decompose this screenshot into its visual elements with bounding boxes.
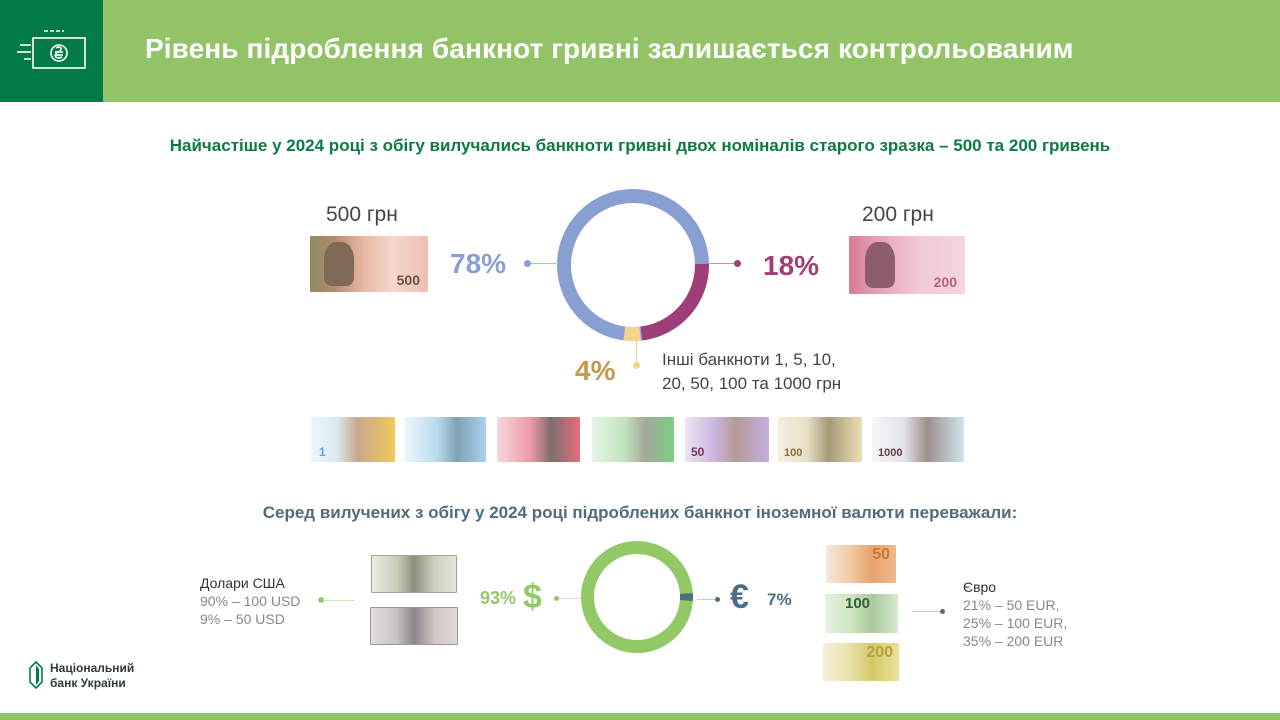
pct-eur: 7% xyxy=(767,590,792,609)
pct-200: 18% xyxy=(763,250,820,281)
label-200-uah: 200 грн xyxy=(862,203,934,226)
dollar-icon: $ xyxy=(523,578,542,616)
banknote-100-uah: 100 xyxy=(778,417,862,462)
section1-subtitle: Найчастіше у 2024 році з обігу вилучалис… xyxy=(169,136,1111,155)
usd-line-2: 9% – 50 USD xyxy=(200,611,285,627)
banknote-20-uah xyxy=(592,417,674,462)
banknote-100-eur: 100 xyxy=(825,594,898,633)
eur-title: Євро xyxy=(963,579,997,595)
connector-dot-eur-right xyxy=(940,609,945,614)
banknote-5-uah xyxy=(404,417,486,462)
connector-other xyxy=(636,336,637,364)
footer-bar xyxy=(0,713,1280,720)
header-icon-box xyxy=(0,0,103,102)
banknote-10-uah xyxy=(497,417,580,462)
connector-usd-left xyxy=(321,600,355,601)
banknote-1-uah: 1 xyxy=(311,417,395,462)
eur-line-2: 25% – 100 EUR, xyxy=(963,615,1068,631)
connector-usd xyxy=(556,598,582,599)
header-bar xyxy=(0,0,1280,102)
banknote-200-uah: 200 xyxy=(849,236,965,294)
flying-banknote-hryvnia-icon xyxy=(17,30,86,69)
connector-eur-right xyxy=(912,611,942,612)
banknote-50-usd xyxy=(370,607,458,645)
eur-line-1: 21% – 50 EUR, xyxy=(963,597,1060,613)
connector-200 xyxy=(708,263,738,264)
usd-breakdown: Долари США 90% – 100 USD 9% – 50 USD xyxy=(200,574,300,628)
nbu-logo-text: Національний банк України xyxy=(50,661,134,691)
connector-dot-usd xyxy=(554,596,559,601)
eur-breakdown: Євро 21% – 50 EUR, 25% – 100 EUR, 35% – … xyxy=(963,578,1067,650)
pct-500: 78% xyxy=(450,248,507,279)
usd-line-1: 90% – 100 USD xyxy=(200,593,301,609)
section2-subtitle: Серед вилучених з обігу у 2024 році підр… xyxy=(262,503,1018,522)
donut-slice-200 xyxy=(640,263,710,341)
donut-slice-other xyxy=(623,326,641,341)
connector-dot-other xyxy=(633,362,640,369)
banknote-50-uah: 50 xyxy=(685,417,769,462)
connector-dot-200 xyxy=(734,260,741,267)
donut-slice-usd xyxy=(581,541,693,653)
connector-500 xyxy=(528,263,556,264)
fx-counterfeit-donut-chart xyxy=(581,541,694,653)
eur-line-3: 35% – 200 EUR xyxy=(963,633,1064,649)
banknote-50-eur: 50 xyxy=(826,545,896,583)
usd-title: Долари США xyxy=(200,575,285,591)
connector-dot-eur xyxy=(715,597,720,602)
pct-usd: 93% xyxy=(480,588,517,608)
banknote-1000-uah: 1000 xyxy=(872,417,964,462)
uah-counterfeit-donut-chart xyxy=(557,189,710,341)
banknote-200-eur: 200 xyxy=(823,643,899,681)
other-banknotes-label: Інші банкноти 1, 5, 10, 20, 50, 100 та 1… xyxy=(662,348,841,396)
logo-line-2: банк України xyxy=(50,676,126,690)
banknote-100-usd xyxy=(371,555,457,593)
label-500-uah: 500 грн xyxy=(326,203,398,226)
nbu-logo-icon xyxy=(29,661,43,689)
connector-dot-usd-left xyxy=(318,597,324,603)
pct-other: 4% xyxy=(575,355,616,386)
other-line-2: 20, 50, 100 та 1000 грн xyxy=(662,374,842,393)
page-title: Рівень підроблення банкнот гривні залиша… xyxy=(145,33,1074,64)
other-line-1: Інші банкноти 1, 5, 10, xyxy=(662,350,836,369)
banknote-500-uah: 500 xyxy=(310,236,428,292)
logo-line-1: Національний xyxy=(50,661,135,675)
connector-dot-500 xyxy=(524,260,531,267)
euro-icon: € xyxy=(730,578,749,616)
connector-eur xyxy=(697,599,717,600)
